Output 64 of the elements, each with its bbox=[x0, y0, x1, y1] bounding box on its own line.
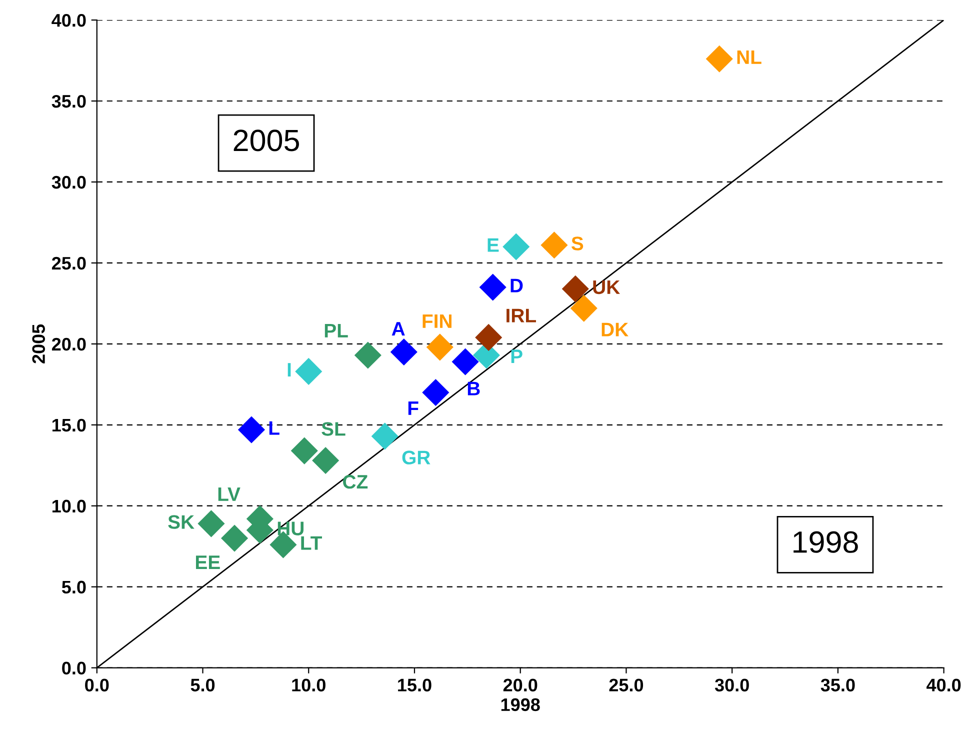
point bbox=[475, 324, 502, 351]
annotation: FIN bbox=[422, 314, 452, 328]
annotation: I bbox=[288, 363, 291, 376]
point bbox=[422, 378, 450, 406]
y-tick-label: 40.0 bbox=[52, 14, 86, 27]
point bbox=[452, 348, 479, 376]
y-tick-label: 25.0 bbox=[52, 256, 86, 270]
annotation: A bbox=[392, 322, 405, 336]
annotation: F bbox=[408, 402, 418, 415]
x-axis-title: 1998 bbox=[794, 531, 858, 553]
x-tick-label: 25.0 bbox=[609, 678, 644, 692]
annotation: LV bbox=[218, 488, 240, 501]
point bbox=[390, 338, 418, 366]
text: 2005 bbox=[32, 324, 45, 364]
point bbox=[562, 275, 589, 302]
point bbox=[295, 358, 322, 385]
annotation: S bbox=[571, 236, 584, 250]
x-tick-label: 0.0 bbox=[85, 678, 109, 692]
point bbox=[312, 446, 340, 474]
annotation: L bbox=[269, 421, 280, 435]
point bbox=[220, 524, 248, 552]
point bbox=[354, 342, 382, 369]
y-tick-label: 10.0 bbox=[52, 500, 86, 513]
point bbox=[540, 232, 568, 259]
y-tick-label: 20.0 bbox=[52, 338, 86, 351]
point bbox=[198, 510, 225, 538]
point bbox=[479, 274, 506, 301]
annotation: EE bbox=[196, 556, 220, 570]
x-tick-label: 30.0 bbox=[714, 678, 749, 692]
point bbox=[371, 422, 398, 450]
point bbox=[706, 45, 733, 72]
text: 1998 bbox=[501, 698, 540, 712]
annotation: CZ bbox=[343, 474, 368, 489]
x-tick-label: 5.0 bbox=[190, 678, 215, 692]
x-tick-label: 40.0 bbox=[926, 678, 961, 692]
annotation: DK bbox=[602, 322, 628, 336]
annotation: UK bbox=[593, 280, 620, 294]
annotation: P bbox=[511, 350, 522, 364]
y-axis-title: 2005 bbox=[234, 130, 299, 152]
y-tick-label: 15.0 bbox=[52, 418, 86, 432]
point bbox=[238, 416, 265, 444]
annotation: LT bbox=[301, 536, 322, 550]
annotation: HU bbox=[278, 522, 304, 536]
annotation: E bbox=[488, 238, 499, 252]
annotation: D bbox=[510, 278, 523, 292]
x-tick-label: 15.0 bbox=[398, 678, 432, 692]
x-tick-label: 35.0 bbox=[820, 678, 855, 692]
point bbox=[290, 437, 318, 464]
y-tick-label: 5.0 bbox=[62, 580, 86, 594]
annotation: NL bbox=[737, 50, 762, 64]
x-tick-label: 10.0 bbox=[292, 678, 326, 692]
point bbox=[570, 294, 598, 322]
x-tick-label: 20.0 bbox=[503, 678, 538, 692]
point bbox=[502, 233, 530, 260]
annotation: GR bbox=[402, 450, 430, 464]
annotation: SK bbox=[168, 515, 194, 529]
y-tick-label: 0.0 bbox=[62, 662, 86, 675]
annotation: B bbox=[468, 382, 480, 396]
annotation: IRL bbox=[506, 308, 536, 322]
y-tick-label: 35.0 bbox=[52, 94, 86, 108]
annotation: SL bbox=[322, 422, 346, 436]
y-tick-label: 30.0 bbox=[52, 176, 86, 189]
annotation: PL bbox=[324, 324, 348, 338]
point bbox=[426, 334, 454, 361]
